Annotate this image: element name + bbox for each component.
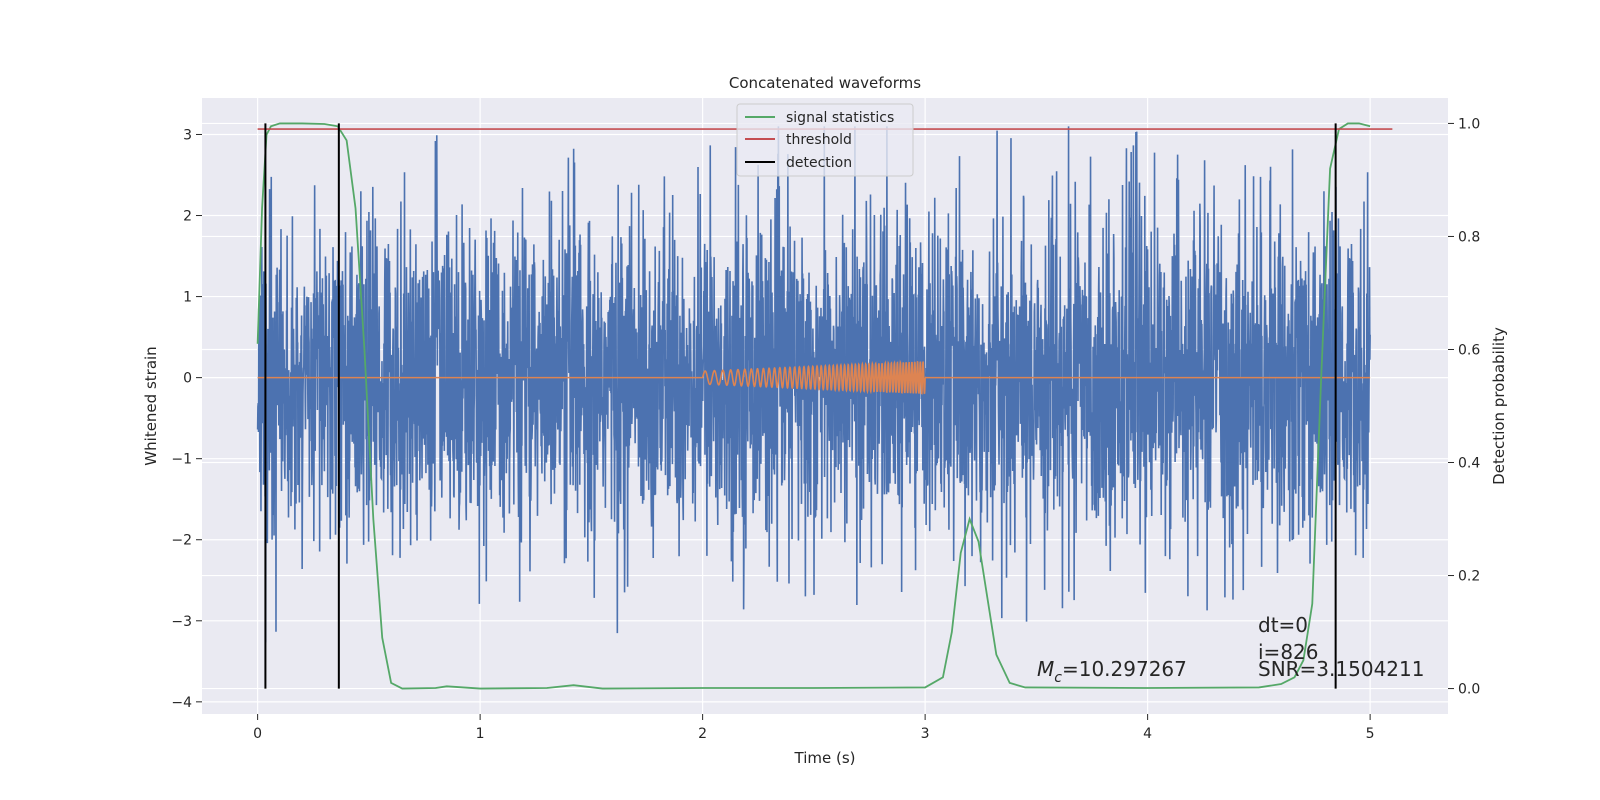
annotation-dt: dt=0 (1258, 613, 1308, 637)
x-axis-label: Time (s) (794, 749, 856, 767)
y-tick-label: −4 (171, 695, 192, 711)
y-tick-label: 1 (183, 290, 192, 306)
y-axis-label: Whitened strain (142, 346, 160, 465)
y-tick-label: 0 (183, 371, 192, 387)
annotations: Mc=10.297267 dt=0 i=826 SNR=3.1504211 (1037, 613, 1424, 686)
annotation-snr: SNR=3.1504211 (1258, 657, 1424, 681)
y-axis-right-ticks: 1.0 0.8 0.6 0.4 0.2 0.0 (1448, 116, 1480, 698)
chirp-line (257, 359, 1371, 395)
x-tick-label: 3 (921, 726, 930, 742)
y-right-tick-label: 0.0 (1458, 682, 1480, 698)
legend-box (736, 103, 914, 177)
x-tick-label: 2 (698, 726, 707, 742)
legend-label-detection: detection (786, 155, 852, 171)
legend: signal statistics threshold detection (736, 103, 914, 177)
strain-line (256, 126, 1371, 643)
x-tick-label: 1 (476, 726, 485, 742)
y-right-tick-label: 0.2 (1458, 569, 1480, 585)
x-axis-ticks: 0 1 2 3 4 5 (253, 714, 1375, 742)
y-right-tick-label: 1.0 (1458, 116, 1480, 132)
x-tick-label: 5 (1366, 726, 1375, 742)
x-tick-label: 0 (253, 726, 262, 742)
stat-series (256, 122, 1371, 690)
y-tick-label: −1 (171, 452, 192, 468)
detection-series (264, 123, 1337, 689)
x-tick-label: 4 (1143, 726, 1152, 742)
y-right-tick-label: 0.6 (1458, 342, 1480, 358)
y-tick-label: −3 (171, 614, 192, 630)
y-tick-label: −2 (171, 533, 192, 549)
annotation-mc: Mc=10.297267 (1037, 657, 1187, 686)
chart-title: Concatenated waveforms (729, 74, 921, 92)
legend-label-signal: signal statistics (786, 110, 894, 126)
y-axis-ticks: 3 2 1 0 −1 −2 −3 −4 (171, 127, 202, 711)
y-tick-label: 2 (183, 209, 192, 225)
strain-series (256, 126, 1371, 643)
y-tick-label: 3 (183, 127, 192, 143)
annotation-i: i=826 (1258, 640, 1319, 664)
legend-label-threshold: threshold (786, 132, 852, 148)
y-right-tick-label: 0.8 (1458, 229, 1480, 245)
signal-statistics-line (256, 122, 1371, 690)
annotation-mc-value: =10.297267 (1062, 657, 1187, 681)
y-axis-right-label: Detection probability (1490, 327, 1508, 485)
chirp-series (257, 359, 1371, 395)
y-right-tick-label: 0.4 (1458, 456, 1480, 472)
